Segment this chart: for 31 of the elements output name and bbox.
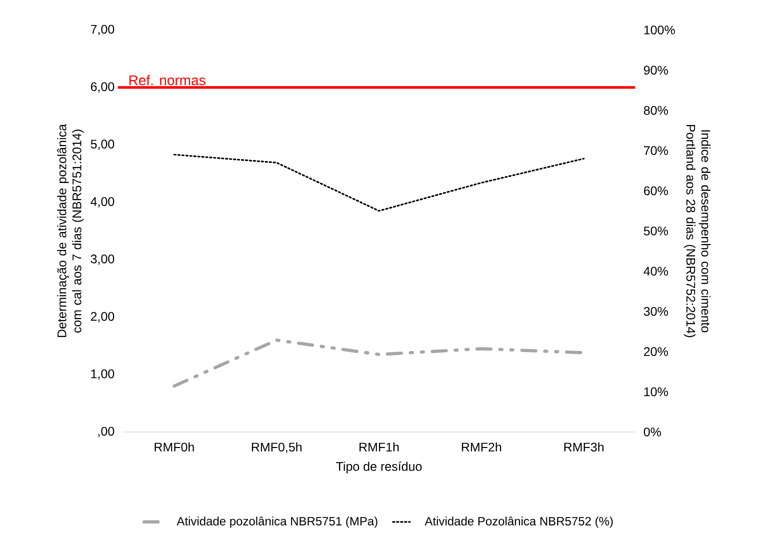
y2-tick-label: 50% [644, 226, 668, 236]
ref-line-label: Ref. normas [129, 74, 206, 86]
y2-tick-label: 60% [644, 186, 668, 196]
y-tick-label: 6,00 [90, 82, 114, 93]
y-tick-label: 1,00 [91, 369, 114, 380]
y2-tick-label: 0% [644, 428, 661, 436]
y-tick-label: 7,00 [90, 24, 114, 36]
legend-label: Atividade Pozolânica NBR5752 (%) [424, 516, 613, 528]
y-tick-label: ,00 [98, 426, 114, 438]
line-series [173, 154, 585, 212]
x-tick-label: RMF1h [360, 442, 399, 452]
y2-tick-label: 90% [644, 66, 668, 75]
y2-tick-label: 40% [644, 266, 668, 276]
y-tick-label: 4,00 [90, 197, 114, 208]
y-tick-label: 2,00 [90, 312, 114, 322]
x-tick-label: RMF0,5h [252, 442, 302, 454]
y-tick-label: 5,00 [90, 140, 114, 150]
y2-tick-label: 10% [644, 387, 668, 396]
y2-axis-title: Indice de desempenho com cimento Portland aos 28 dias (NBR5752:2014) [684, 125, 711, 338]
y-axis-title: Determinação de atividade pozolânica com cal aos 7 dias (NBR5751:2014) [57, 124, 84, 337]
legend-label: Atividade pozolânica NBR5751 (MPa) [176, 516, 378, 528]
x-axis-title: Tipo de resíduo [336, 462, 422, 474]
x-tick-label: RMF3h [564, 442, 604, 452]
x-tick-label: RMF2h [462, 442, 502, 452]
y2-tick-label: 30% [644, 306, 668, 316]
y2-tick-label: 100% [644, 26, 675, 34]
y-tick-label: 3,00 [90, 254, 114, 265]
y2-tick-label: 70% [644, 146, 668, 156]
y2-tick-label: 20% [644, 347, 668, 356]
x-tick-label: RMF0h [154, 442, 194, 452]
y2-tick-label: 80% [644, 106, 668, 115]
